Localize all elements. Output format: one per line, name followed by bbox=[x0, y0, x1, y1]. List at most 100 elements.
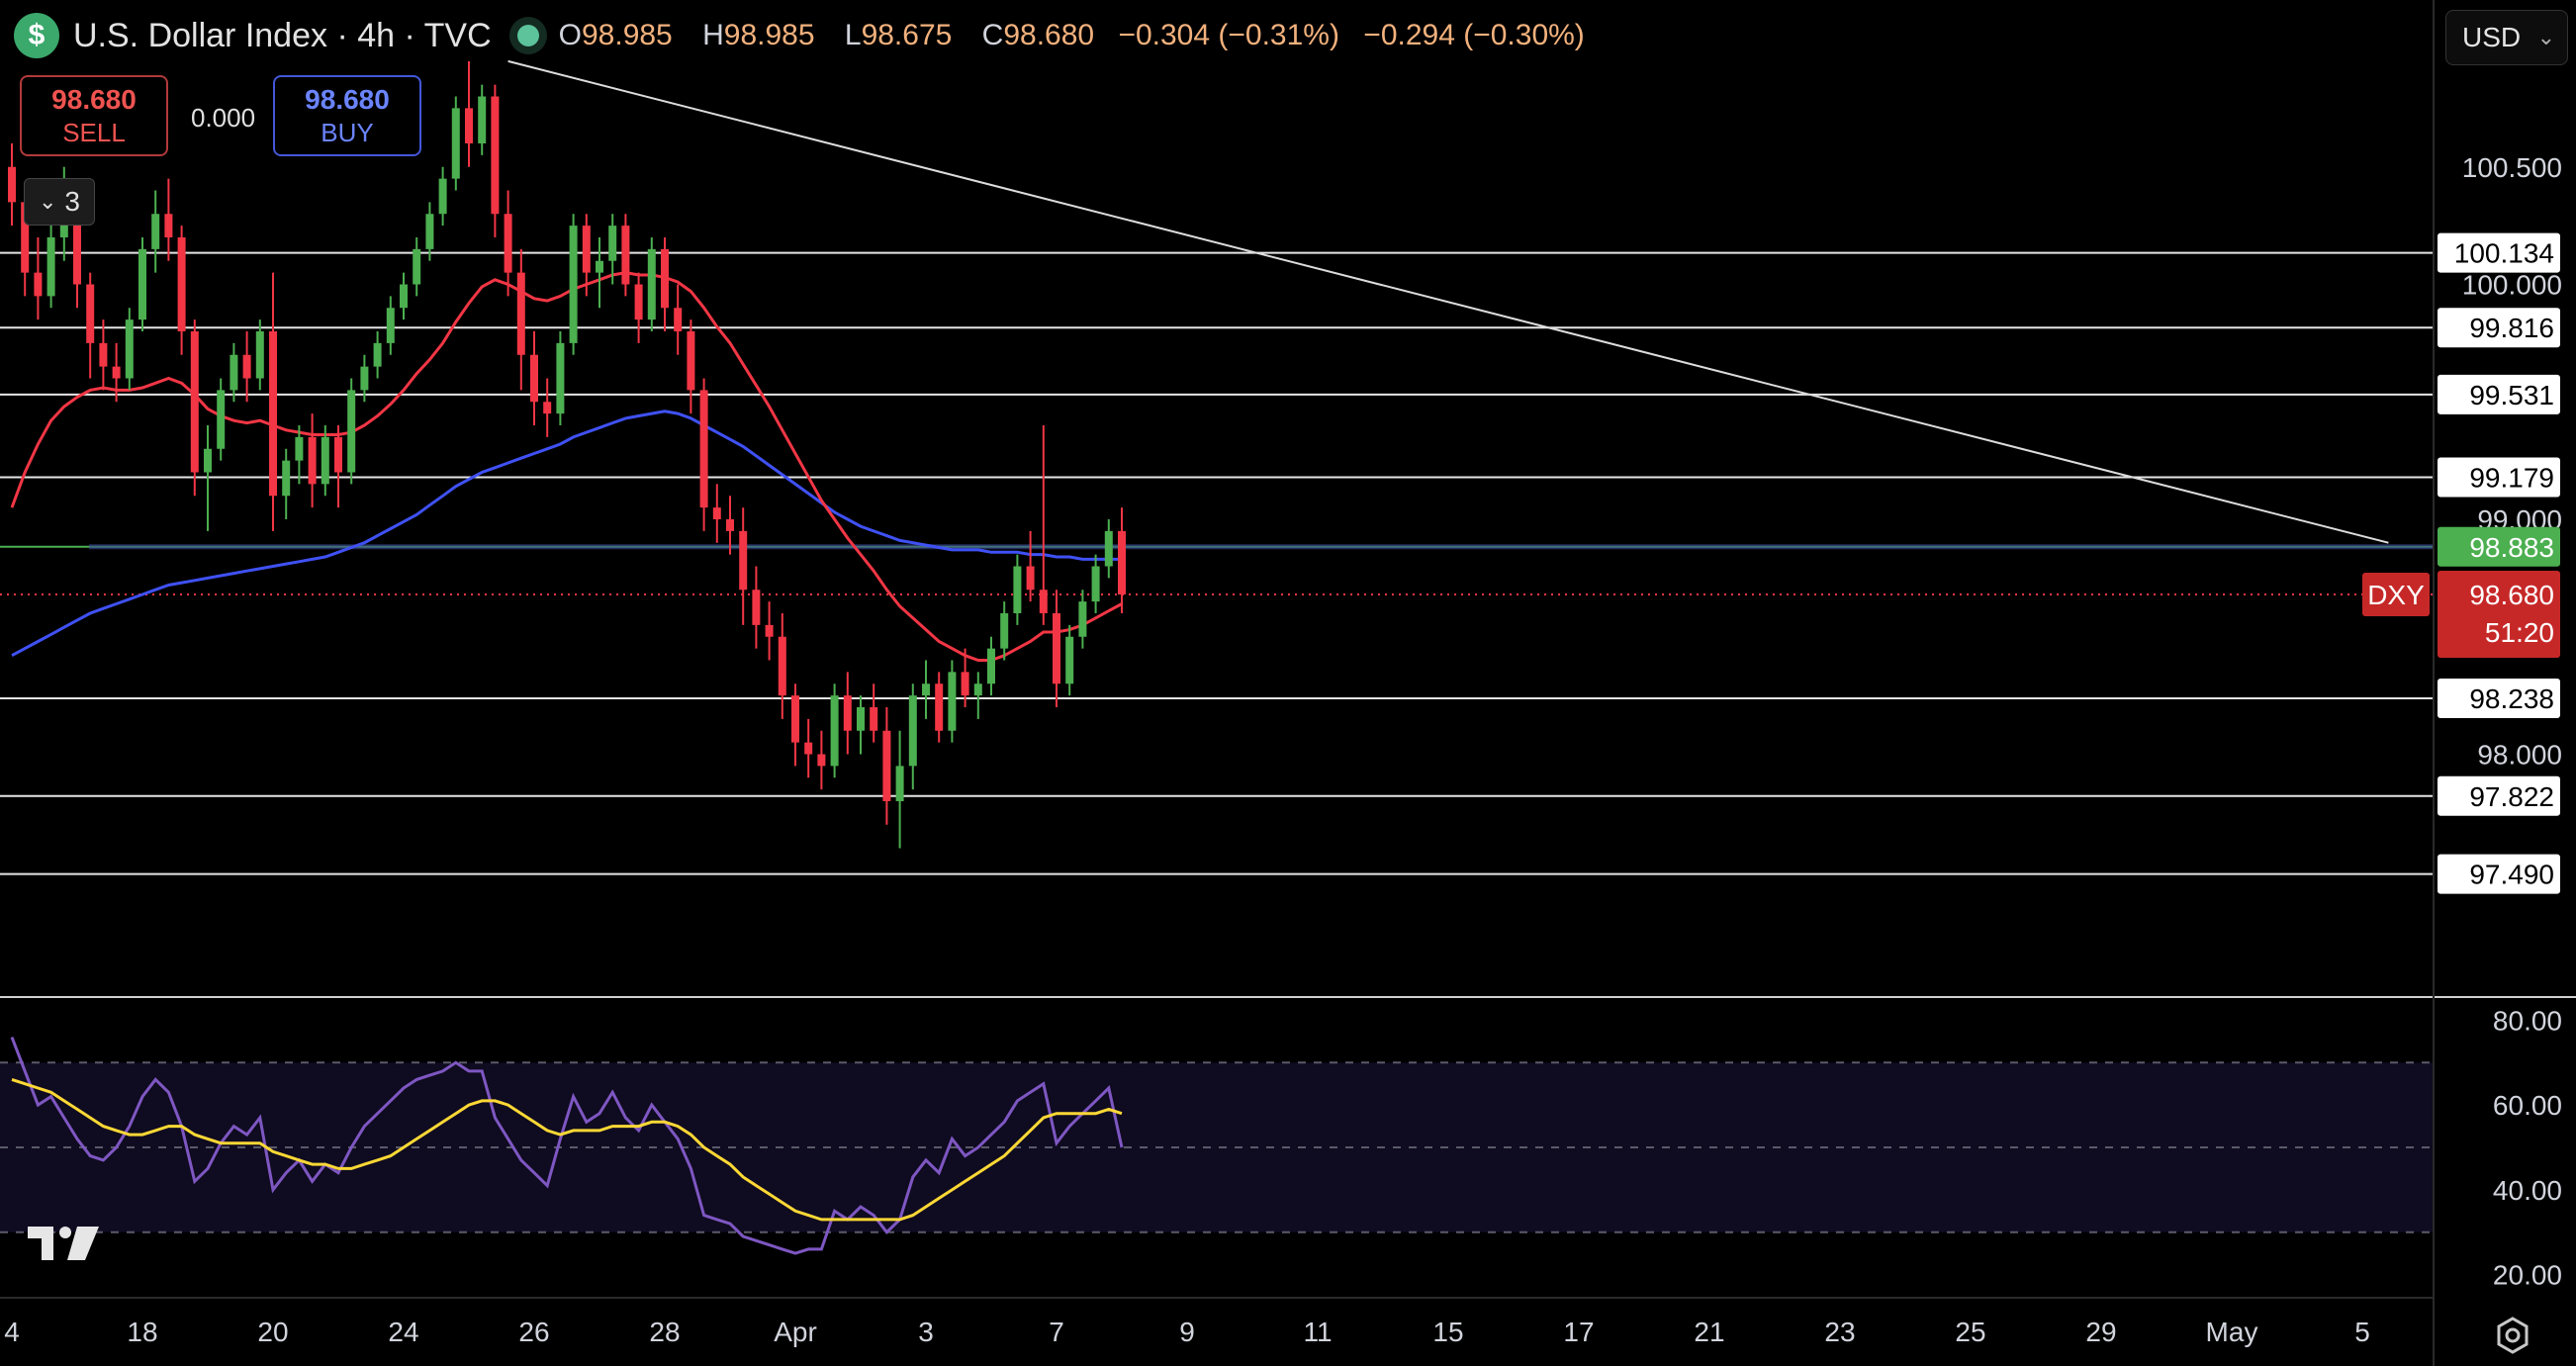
logo-part bbox=[59, 1227, 71, 1238]
buy-label: BUY bbox=[321, 117, 374, 147]
candle-body bbox=[1039, 590, 1048, 613]
date-tick-label: 17 bbox=[1563, 1317, 1594, 1347]
candle-body bbox=[242, 354, 251, 379]
candle-body bbox=[596, 260, 603, 273]
date-tick-label: 24 bbox=[388, 1317, 418, 1347]
buy-price: 98.680 bbox=[305, 83, 390, 115]
candle-body bbox=[765, 624, 774, 637]
level-label-box bbox=[2438, 854, 2560, 894]
date-tick-label: 9 bbox=[1179, 1317, 1195, 1347]
level-label-box bbox=[2438, 775, 2560, 816]
candle-body bbox=[46, 237, 55, 297]
rsi-ma-line bbox=[11, 1077, 1123, 1222]
candle-body bbox=[935, 683, 944, 731]
trendline bbox=[507, 59, 2389, 544]
candle-body bbox=[556, 342, 565, 414]
currency-select[interactable]: USD ⌄ bbox=[2445, 10, 2568, 65]
high-label: H bbox=[702, 19, 724, 51]
dollar-icon[interactable]: $ bbox=[14, 13, 59, 58]
candle-body bbox=[478, 96, 487, 143]
candle-body bbox=[99, 342, 108, 367]
live-status-dot-icon bbox=[516, 25, 539, 46]
candle-body bbox=[857, 707, 865, 731]
candle-body bbox=[582, 226, 591, 273]
chart-header: $ U.S. Dollar Index · 4h · TVC O98.985 H… bbox=[14, 8, 1585, 63]
candle-body bbox=[699, 390, 708, 508]
symbol-title[interactable]: U.S. Dollar Index · 4h · TVC bbox=[73, 16, 492, 54]
candle-body bbox=[895, 766, 904, 801]
date-tick-label: Apr bbox=[774, 1317, 817, 1347]
candle-body bbox=[1065, 636, 1074, 684]
highlight-level-label-box bbox=[2438, 526, 2560, 567]
level-label-box bbox=[2438, 374, 2560, 414]
highlight-level-label: 98.883 bbox=[2469, 532, 2554, 563]
candle-body bbox=[1013, 566, 1022, 613]
price-tick-label: 98.000 bbox=[2477, 740, 2562, 771]
candle-body bbox=[712, 507, 721, 519]
candle-body bbox=[204, 448, 212, 473]
candle-body bbox=[8, 166, 16, 203]
candle-body bbox=[1053, 613, 1060, 684]
candle-body bbox=[634, 284, 643, 320]
candle-body bbox=[608, 226, 617, 261]
candle-body bbox=[1000, 613, 1009, 649]
countdown-label: 51:20 bbox=[2485, 617, 2554, 648]
date-tick-label: 20 bbox=[257, 1317, 288, 1347]
price-tick-label: 100.000 bbox=[2462, 270, 2562, 301]
moving-average-slow-line bbox=[11, 410, 1122, 658]
level-label-box bbox=[2438, 308, 2560, 348]
candle-body bbox=[86, 284, 95, 343]
candle-body bbox=[973, 683, 982, 696]
candle-body bbox=[413, 248, 421, 285]
sell-button[interactable]: 98.680 SELL bbox=[20, 75, 168, 156]
candle-body bbox=[321, 436, 329, 485]
settings-gear-icon[interactable] bbox=[2485, 1308, 2540, 1363]
level-label-box bbox=[2438, 678, 2560, 718]
candle-body bbox=[1118, 530, 1126, 594]
buy-button[interactable]: 98.680 BUY bbox=[273, 75, 421, 156]
candle-body bbox=[1078, 601, 1087, 637]
candle-body bbox=[465, 108, 473, 143]
candle-body bbox=[491, 96, 500, 215]
candle-body bbox=[1104, 530, 1113, 567]
change-value-secondary: −0.294 (−0.30%) bbox=[1363, 19, 1585, 51]
date-tick-label: 23 bbox=[1824, 1317, 1855, 1347]
candle-body bbox=[843, 695, 852, 731]
rsi-line bbox=[10, 1037, 1124, 1255]
candle-body bbox=[504, 214, 512, 273]
candle-body bbox=[425, 214, 434, 249]
open-label: O bbox=[558, 19, 582, 51]
candle-body bbox=[908, 695, 917, 767]
low-label: L bbox=[844, 19, 862, 51]
level-label: 97.822 bbox=[2469, 781, 2554, 812]
candle-body bbox=[21, 202, 30, 273]
candle-body bbox=[830, 695, 839, 767]
chevron-down-icon: ⌄ bbox=[2536, 25, 2555, 49]
rsi-tick-label: 60.00 bbox=[2493, 1090, 2562, 1121]
date-tick-label: 15 bbox=[1432, 1317, 1463, 1347]
candle-body bbox=[674, 308, 683, 331]
level-label: 98.238 bbox=[2469, 683, 2554, 714]
level-label: 99.816 bbox=[2469, 313, 2554, 343]
date-tick-label: 3 bbox=[918, 1317, 934, 1347]
rsi-tick-label: 80.00 bbox=[2493, 1005, 2562, 1036]
low-value: 98.675 bbox=[861, 19, 953, 51]
candle-body bbox=[295, 436, 304, 461]
level-label: 99.531 bbox=[2469, 380, 2554, 410]
candle-body bbox=[987, 648, 995, 684]
candle-body bbox=[112, 366, 121, 379]
logo-part bbox=[67, 1227, 99, 1260]
candle-body bbox=[621, 226, 630, 285]
candle-body bbox=[961, 672, 969, 696]
candle-body bbox=[177, 237, 186, 331]
symbol-tag: DXY bbox=[2367, 580, 2425, 610]
chevron-down-icon: ⌄ bbox=[38, 189, 57, 214]
candle-body bbox=[334, 436, 342, 473]
level-label-box bbox=[2438, 457, 2560, 498]
last-price-box bbox=[2438, 571, 2560, 658]
candle-body bbox=[661, 248, 669, 309]
close-value: 98.680 bbox=[1003, 19, 1095, 51]
indicators-collapse-button[interactable]: ⌄ 3 bbox=[24, 178, 95, 226]
candle-body bbox=[73, 190, 81, 285]
